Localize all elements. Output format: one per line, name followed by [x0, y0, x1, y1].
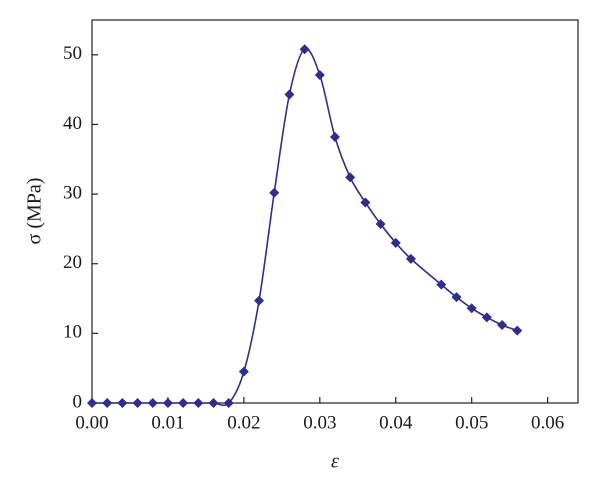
- x-tick-label: 0.00: [75, 412, 108, 433]
- data-point: [405, 253, 416, 264]
- data-point: [481, 312, 492, 323]
- data-point: [147, 398, 158, 408]
- series-line: [92, 48, 518, 407]
- data-point: [375, 219, 386, 230]
- x-tick-label: 0.02: [227, 412, 260, 433]
- data-point: [254, 295, 265, 306]
- data-point: [238, 366, 249, 377]
- y-axis-title: σ (MPa): [24, 178, 46, 245]
- data-point: [284, 89, 295, 100]
- data-point: [269, 187, 280, 198]
- y-tick-label: 50: [63, 43, 82, 64]
- data-point: [117, 398, 128, 408]
- data-point: [87, 398, 97, 408]
- data-point: [314, 70, 325, 81]
- data-point: [466, 303, 477, 314]
- y-tick-label: 20: [63, 252, 82, 273]
- plot-frame: [91, 19, 579, 404]
- x-tick-label: 0.01: [151, 412, 184, 433]
- x-tick-label: 0.06: [531, 412, 564, 433]
- data-point: [330, 131, 340, 142]
- x-tick-label: 0.04: [379, 412, 413, 433]
- data-point: [132, 398, 143, 408]
- data-point: [102, 398, 113, 408]
- data-point: [193, 398, 204, 408]
- data-point: [512, 325, 523, 336]
- data-point: [208, 398, 219, 408]
- data-point: [436, 279, 447, 290]
- data-point: [451, 292, 462, 303]
- y-tick-label: 0: [73, 391, 83, 412]
- data-point: [178, 398, 189, 408]
- data-point: [497, 320, 508, 331]
- data-point: [299, 44, 310, 55]
- x-tick-label: 0.05: [455, 412, 488, 433]
- data-point: [360, 197, 371, 208]
- data-point: [345, 172, 356, 183]
- y-tick-label: 30: [63, 182, 82, 203]
- x-axis-title: ε: [331, 451, 339, 473]
- data-point: [162, 398, 173, 408]
- y-tick-label: 40: [63, 113, 82, 134]
- data-point: [223, 398, 234, 408]
- data-point: [390, 237, 401, 248]
- x-tick-label: 0.03: [303, 412, 336, 433]
- y-tick-label: 10: [63, 322, 82, 343]
